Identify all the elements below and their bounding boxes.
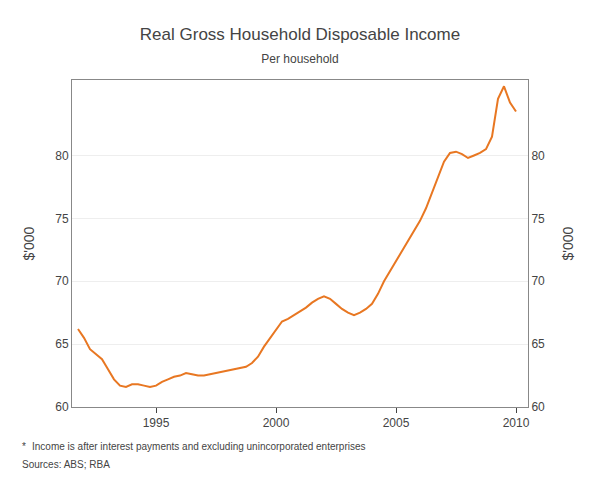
svg-text:60: 60	[531, 400, 545, 414]
svg-text:$'000: $'000	[560, 226, 576, 260]
svg-text:80: 80	[55, 149, 69, 163]
svg-text:75: 75	[531, 212, 545, 226]
svg-text:65: 65	[531, 337, 545, 351]
svg-text:Sources: ABS; RBA: Sources: ABS; RBA	[22, 459, 110, 470]
svg-text:70: 70	[531, 274, 545, 288]
svg-text:2000: 2000	[263, 416, 290, 430]
svg-text:75: 75	[55, 212, 69, 226]
svg-text:70: 70	[55, 274, 69, 288]
svg-text:Real Gross Household Disposabl: Real Gross Household Disposable Income	[140, 25, 460, 44]
svg-text:Per household: Per household	[261, 52, 338, 66]
svg-text:$'000: $'000	[21, 226, 37, 260]
svg-text:60: 60	[55, 400, 69, 414]
svg-text:2005: 2005	[383, 416, 410, 430]
svg-text:*: *	[22, 441, 26, 452]
svg-text:80: 80	[531, 149, 545, 163]
svg-text:1995: 1995	[143, 416, 170, 430]
svg-text:Income is after interest payme: Income is after interest payments and ex…	[32, 441, 366, 452]
svg-text:65: 65	[55, 337, 69, 351]
svg-text:2010: 2010	[503, 416, 530, 430]
